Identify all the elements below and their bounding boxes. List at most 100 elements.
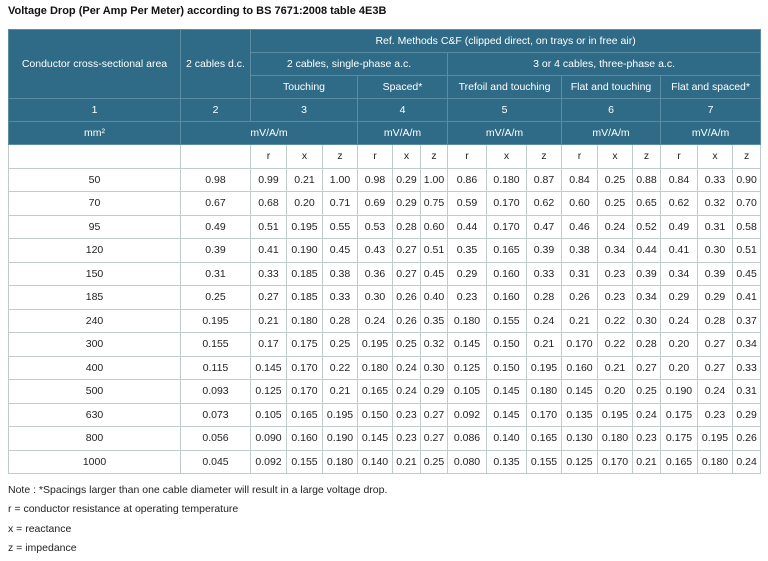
note-x: x = reactance [8, 522, 72, 535]
value-cell: 0.27 [392, 238, 421, 263]
value-cell: 0.23 [392, 402, 421, 427]
value-cell: 0.20 [286, 191, 323, 216]
value-cell: 0.190 [322, 426, 358, 451]
value-cell: 0.26 [392, 308, 421, 333]
area-cell: 95 [8, 214, 181, 239]
value-cell: 0.22 [597, 332, 633, 357]
value-cell: 0.21 [632, 449, 661, 474]
value-cell: 0.84 [561, 167, 598, 192]
value-cell: 0.41 [660, 238, 698, 263]
value-cell: 0.26 [731, 426, 762, 451]
value-cell: 0.170 [286, 379, 323, 404]
value-cell: 0.180 [357, 355, 393, 380]
value-cell: 0.140 [486, 426, 527, 451]
area-cell: 150 [8, 261, 181, 286]
rxz-label: x [597, 144, 633, 169]
value-cell: 0.090 [250, 426, 287, 451]
value-cell: 0.29 [392, 167, 421, 192]
value-cell: 0.180 [322, 449, 358, 474]
value-cell: 0.105 [447, 379, 487, 404]
value-cell: 0.98 [180, 167, 251, 192]
column-number: 4 [357, 98, 448, 122]
value-cell: 0.135 [486, 449, 527, 474]
value-cell: 0.24 [632, 402, 661, 427]
value-cell: 0.056 [180, 426, 251, 451]
table-row: 50 0.98 0.99 0.21 1.00 0.98 0.29 1.00 0.86 0.180 0… [8, 167, 762, 192]
note-z: z = impedance [8, 541, 77, 554]
value-cell: 0.38 [322, 261, 358, 286]
rxz-label: z [322, 144, 358, 169]
value-cell: 0.55 [322, 214, 358, 239]
value-cell: 0.44 [632, 238, 661, 263]
value-cell: 0.180 [526, 379, 562, 404]
value-cell: 0.24 [526, 308, 562, 333]
value-cell: 0.086 [447, 426, 487, 451]
value-cell: 0.41 [731, 285, 762, 310]
value-cell: 0.175 [660, 426, 698, 451]
note-r: r = conductor resistance at operating te… [8, 503, 239, 516]
area-cell: 630 [8, 402, 181, 427]
value-cell: 0.125 [447, 355, 487, 380]
table-row: 185 0.25 0.27 0.185 0.33 0.30 0.26 0.40 0.23 0.16… [8, 285, 762, 310]
value-cell: 0.160 [486, 285, 527, 310]
value-cell: 0.70 [731, 191, 762, 216]
value-cell: 0.170 [561, 332, 598, 357]
value-cell: 0.33 [697, 167, 733, 192]
column-number: 2 [180, 98, 251, 122]
value-cell: 0.125 [250, 379, 287, 404]
table-row: 1000 0.045 0.092 0.155 0.180 0.140 0.21 0.25 0.0… [8, 449, 762, 474]
rxz-label: z [420, 144, 448, 169]
value-cell: 0.98 [357, 167, 393, 192]
value-cell: 0.39 [180, 238, 251, 263]
value-cell: 0.27 [392, 261, 421, 286]
value-cell: 0.43 [357, 238, 393, 263]
rxz-label: z [632, 144, 661, 169]
value-cell: 0.24 [392, 355, 421, 380]
value-cell: 0.105 [250, 402, 287, 427]
value-cell: 0.29 [447, 261, 487, 286]
unit-voltage-drop: mV/A/m [447, 121, 562, 145]
value-cell: 0.47 [526, 214, 562, 239]
value-cell: 0.90 [731, 167, 762, 192]
rxz-label: x [486, 144, 527, 169]
value-cell: 0.155 [286, 449, 323, 474]
value-cell: 0.32 [697, 191, 733, 216]
value-cell: 0.45 [420, 261, 448, 286]
value-cell: 0.49 [180, 214, 251, 239]
value-cell: 0.24 [731, 449, 762, 474]
value-cell: 0.170 [597, 449, 633, 474]
value-cell: 0.092 [250, 449, 287, 474]
value-cell: 0.67 [180, 191, 251, 216]
value-cell: 0.45 [731, 261, 762, 286]
value-cell: 0.24 [392, 379, 421, 404]
value-cell: 0.27 [250, 285, 287, 310]
value-cell: 0.21 [526, 332, 562, 357]
value-cell: 0.31 [561, 261, 598, 286]
value-cell: 0.60 [420, 214, 448, 239]
value-cell: 0.23 [632, 426, 661, 451]
value-cell: 0.185 [286, 261, 323, 286]
rxz-label: z [526, 144, 562, 169]
value-cell: 0.22 [322, 355, 358, 380]
rxz-label: x [392, 144, 421, 169]
value-cell: 0.59 [447, 191, 487, 216]
value-cell: 0.34 [731, 332, 762, 357]
value-cell: 0.155 [486, 308, 527, 333]
value-cell: 0.86 [447, 167, 487, 192]
value-cell: 0.145 [486, 402, 527, 427]
value-cell: 0.46 [561, 214, 598, 239]
header-ref-methods: Ref. Methods C&F (clipped direct, on tra… [249, 29, 762, 53]
header-touching: Touching [250, 75, 358, 99]
value-cell: 0.58 [731, 214, 762, 239]
rxz-label: r [561, 144, 598, 169]
value-cell: 0.33 [250, 261, 287, 286]
value-cell: 0.045 [180, 449, 251, 474]
rxz-label: r [250, 144, 287, 169]
value-cell: 0.25 [322, 332, 358, 357]
value-cell: 0.29 [697, 285, 733, 310]
value-cell: 0.140 [357, 449, 393, 474]
unit-voltage-drop: mV/A/m [357, 121, 448, 145]
value-cell: 0.27 [420, 426, 448, 451]
value-cell: 0.165 [357, 379, 393, 404]
